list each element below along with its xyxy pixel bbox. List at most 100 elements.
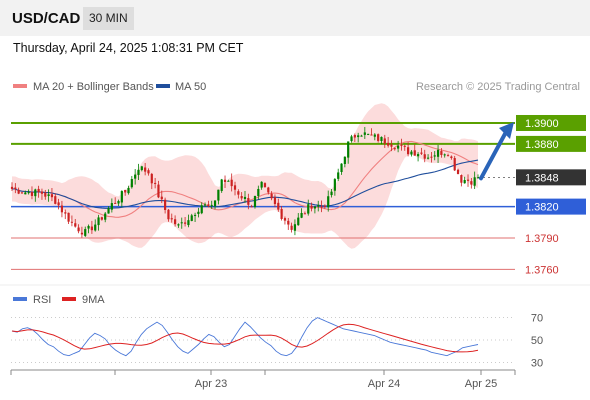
candle xyxy=(433,151,436,161)
candle xyxy=(110,198,113,213)
candle xyxy=(84,226,87,238)
level-tag-1.3900 xyxy=(516,114,586,131)
candle xyxy=(74,218,77,228)
candle xyxy=(94,219,97,232)
candle-body xyxy=(373,134,376,137)
candle xyxy=(470,178,473,189)
candle-body xyxy=(90,226,93,231)
candle-body xyxy=(80,232,83,235)
candle xyxy=(383,134,386,148)
candle-body xyxy=(370,134,373,136)
candle xyxy=(363,126,366,139)
candle xyxy=(210,200,213,209)
candle xyxy=(436,144,440,164)
candle-body xyxy=(303,213,307,215)
candle-body xyxy=(227,180,230,182)
candle xyxy=(193,212,197,222)
candle xyxy=(307,199,310,216)
candle xyxy=(377,133,380,143)
candle-body xyxy=(320,206,323,208)
candle-body xyxy=(77,227,80,232)
candle-body xyxy=(463,179,466,184)
candle xyxy=(207,200,210,208)
candle-body xyxy=(94,224,97,231)
candle xyxy=(240,192,243,201)
time-tick-label: Apr 25 xyxy=(465,378,497,390)
candle-body xyxy=(57,202,60,206)
candle-body xyxy=(40,191,44,194)
candle-body xyxy=(104,213,107,220)
candle xyxy=(64,209,67,220)
candle xyxy=(403,144,406,151)
candle-body xyxy=(223,179,227,183)
level-label-1.3880: 1.3880 xyxy=(525,139,559,151)
candle-body xyxy=(293,224,297,231)
candle-body xyxy=(470,181,473,185)
candle-body xyxy=(413,150,416,156)
forecast-arrow xyxy=(479,121,514,181)
candle xyxy=(357,132,360,143)
candle-body xyxy=(330,191,333,196)
candle-body xyxy=(230,179,233,187)
candle xyxy=(327,190,330,212)
candle xyxy=(390,140,393,152)
candle xyxy=(473,171,476,190)
candle xyxy=(217,189,220,205)
rsi-ma-legend-swatch xyxy=(62,297,76,301)
candle xyxy=(440,148,443,158)
candle xyxy=(40,188,44,200)
candle xyxy=(104,211,107,223)
level-labels: 1.3900 1.3880 1.3848 1.3820 1.3790 1.3760 xyxy=(516,114,586,276)
candle-body xyxy=(253,196,257,207)
candle-body xyxy=(30,192,34,196)
ma20-legend-label: MA 20 + Bollinger Bands xyxy=(33,81,154,93)
level-tag-1.3848 xyxy=(516,169,586,186)
candle-body xyxy=(164,199,167,210)
candle-body xyxy=(280,208,283,219)
candle xyxy=(303,211,307,215)
candle-body xyxy=(124,189,127,193)
candle-body xyxy=(10,186,14,189)
candle-body xyxy=(247,198,250,205)
candle-body xyxy=(84,229,87,236)
candle-body xyxy=(317,205,320,207)
candle xyxy=(130,175,133,189)
candle xyxy=(167,209,170,222)
candle xyxy=(137,163,140,180)
candle xyxy=(134,169,137,185)
candle xyxy=(416,152,420,162)
timeframe-button[interactable]: 30 MIN xyxy=(83,7,134,30)
candle-body xyxy=(440,151,443,155)
candle-body xyxy=(180,222,183,224)
candle-body xyxy=(423,154,426,159)
candle xyxy=(453,155,456,172)
candle xyxy=(273,194,277,208)
candle-body xyxy=(473,177,476,186)
candle-body xyxy=(160,196,163,200)
candle-body xyxy=(197,211,200,214)
candle xyxy=(24,190,27,195)
candle xyxy=(34,188,37,202)
candle xyxy=(124,189,127,196)
candle-body xyxy=(476,177,480,179)
candle xyxy=(426,154,430,160)
candle xyxy=(203,202,207,207)
candle-body xyxy=(453,158,456,171)
candle xyxy=(283,216,287,225)
candle-body xyxy=(380,136,383,142)
bollinger-band-area xyxy=(12,103,478,249)
candle xyxy=(223,175,227,189)
rsi-panel: 70 50 30 xyxy=(11,313,543,369)
candle xyxy=(297,213,300,226)
candle-body xyxy=(54,196,57,204)
candle xyxy=(114,197,117,204)
candle-body xyxy=(134,174,137,179)
candle xyxy=(247,193,250,210)
candle-body xyxy=(117,201,120,204)
candle-body xyxy=(110,203,113,210)
candle-body xyxy=(333,179,336,191)
candle-body xyxy=(466,179,470,181)
candle-body xyxy=(174,219,177,225)
rsi-legend-swatch xyxy=(13,297,27,301)
candle-body xyxy=(433,155,436,157)
